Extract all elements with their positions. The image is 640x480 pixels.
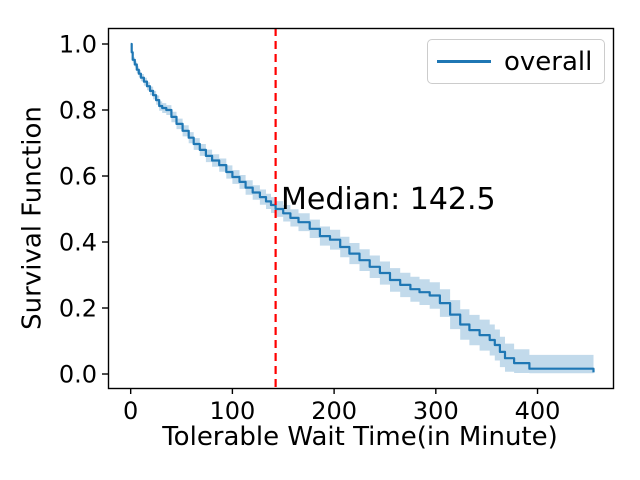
- x-tick-label: 100: [209, 397, 255, 425]
- y-tick-label: 1.0: [59, 31, 97, 59]
- survival-curve: [130, 42, 595, 373]
- x-tick-label: 400: [515, 397, 561, 425]
- y-tick-label: 0.8: [59, 97, 97, 125]
- x-tick-label: 0: [123, 397, 138, 425]
- y-axis-label: Survival Function: [17, 106, 48, 330]
- plot-border: [107, 27, 615, 390]
- y-tick-label: 0.4: [59, 229, 97, 257]
- y-tick-label: 0.6: [59, 163, 97, 191]
- legend: overall: [427, 39, 605, 84]
- legend-label: overall: [504, 46, 593, 77]
- y-tick-label: 0.0: [59, 361, 97, 389]
- x-tick-label: 300: [413, 397, 459, 425]
- legend-line-sample: [437, 60, 491, 63]
- x-axis-label: Tolerable Wait Time(in Minute): [162, 422, 558, 452]
- x-tick-label: 200: [311, 397, 357, 425]
- median-annotation: Median: 142.5: [281, 182, 496, 217]
- y-tick-label: 0.2: [59, 295, 97, 323]
